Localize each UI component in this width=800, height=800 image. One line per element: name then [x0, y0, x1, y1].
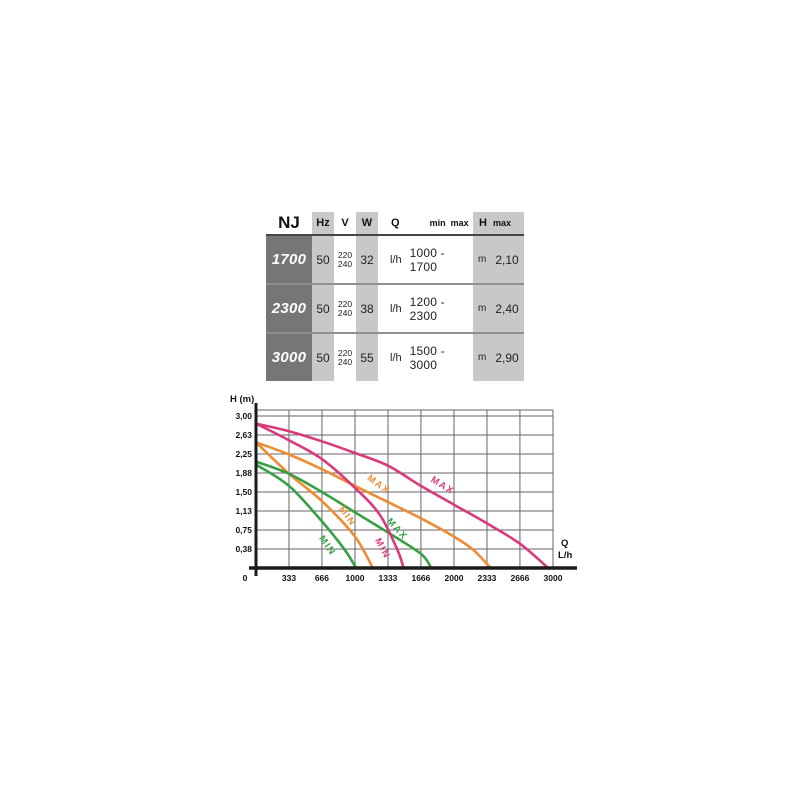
y-tick-label: 2,63 [235, 430, 252, 440]
curve-nj-1700-max [254, 460, 433, 570]
col-header-q: Q min max [378, 212, 473, 234]
col-header-hz: Hz [312, 212, 334, 234]
y-tick-label: 0,75 [235, 525, 252, 535]
model-value: 2300 [266, 285, 312, 332]
hz-value: 50 [312, 236, 334, 283]
flow-range: l/h 1500 - 3000 [378, 334, 473, 381]
x-tick-label: 0 [243, 573, 248, 583]
head-max: m 2,90 [473, 334, 524, 381]
head-unit: m [478, 254, 487, 265]
y-tick-label: 3,00 [235, 411, 252, 421]
y-tick-label: 2,25 [235, 449, 252, 459]
x-tick-label: 1000 [346, 573, 365, 583]
flow-unit: l/h [390, 253, 402, 266]
voltage-top: 220 [337, 347, 353, 358]
header-underline [266, 234, 524, 236]
flow-unit: l/h [390, 351, 402, 364]
y-tick-label: 1,50 [235, 487, 252, 497]
head-max: m 2,40 [473, 285, 524, 332]
model-value: 3000 [266, 334, 312, 381]
x-tick-label: 1333 [379, 573, 398, 583]
row-separator [266, 332, 524, 334]
voltage-bottom: 240 [337, 258, 353, 269]
col-header-v: V [334, 212, 356, 234]
voltage-top: 220 [337, 249, 353, 260]
flow-values: 1000 - 1700 [409, 245, 445, 274]
curve-nj-3000-min [254, 422, 405, 570]
head-value: 2,10 [495, 252, 519, 267]
voltage-value: 220 240 [334, 236, 356, 283]
col-header-h: H max [473, 212, 524, 234]
hz-value: 50 [312, 285, 334, 332]
voltage-top: 220 [337, 298, 353, 309]
voltage-value: 220 240 [334, 285, 356, 332]
voltage-value: 220 240 [334, 334, 356, 381]
flow-range: l/h 1200 - 2300 [378, 285, 473, 332]
q-label: Q [391, 217, 400, 229]
col-header-w: W [356, 212, 378, 234]
x-tick-label: 1666 [411, 573, 430, 583]
table-row: 3000 50 220 240 55 l/h 1500 - 3000 m 2,9… [266, 334, 524, 381]
voltage-bottom: 240 [337, 307, 353, 318]
x-tick-label: 2000 [445, 573, 464, 583]
watt-value: 38 [356, 285, 378, 332]
watt-value: 55 [356, 334, 378, 381]
head-value: 2,40 [495, 301, 519, 316]
y-tick-label: 1,13 [235, 506, 252, 516]
x-tick-label: 3000 [544, 573, 563, 583]
flow-range: l/h 1000 - 1700 [378, 236, 473, 283]
table-row: 1700 50 220 240 32 l/h 1000 - 1700 m 2,1… [266, 236, 524, 283]
h-label: H [479, 217, 487, 229]
pump-spec-table: NJ Hz V W Q min max H max 1700 50 220 24… [266, 212, 524, 381]
head-unit: m [478, 303, 487, 314]
x-axis-unit-lh: L/h [558, 550, 572, 561]
q-min-label: min [429, 218, 446, 228]
pump-performance-chart: MAX MIN MAX MIN MAX MIN 3,00 2,63 2,25 1,88 1,50 1,… [230, 390, 586, 596]
curve-nj-3000-max [254, 422, 550, 570]
y-tick-label: 1,88 [235, 468, 252, 478]
q-max-label: max [450, 218, 469, 228]
y-tick-label: 0,38 [235, 544, 252, 554]
head-value: 2,90 [495, 350, 519, 365]
col-header-model: NJ [266, 212, 312, 234]
curve-nj-2300-min [254, 441, 375, 570]
table-header-row: NJ Hz V W Q min max H max [266, 212, 524, 234]
x-axis-unit-q: Q [561, 538, 568, 549]
y-axis-title: H (m) [230, 394, 254, 405]
h-max-label: max [492, 218, 511, 228]
curve-nj-1700-min [254, 463, 358, 570]
head-max: m 2,10 [473, 236, 524, 283]
x-tick-label: 333 [282, 573, 296, 583]
head-unit: m [478, 352, 487, 363]
flow-values: 1500 - 3000 [409, 343, 445, 372]
curve-nj-2300-max [254, 441, 492, 570]
row-separator [266, 283, 524, 285]
flow-values: 1200 - 2300 [409, 294, 445, 323]
hz-value: 50 [312, 334, 334, 381]
table-row: 2300 50 220 240 38 l/h 1200 - 2300 m 2,4… [266, 285, 524, 332]
x-tick-label: 2666 [510, 573, 529, 583]
voltage-bottom: 240 [337, 356, 353, 367]
x-tick-label: 666 [315, 573, 329, 583]
model-value: 1700 [266, 236, 312, 283]
x-tick-label: 2333 [478, 573, 497, 583]
flow-unit: l/h [390, 302, 402, 315]
watt-value: 32 [356, 236, 378, 283]
